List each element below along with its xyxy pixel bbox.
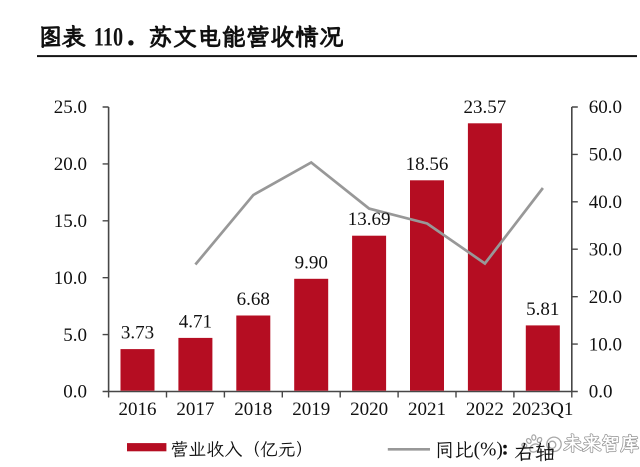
svg-text:20.0: 20.0 <box>54 154 87 175</box>
svg-text:6.68: 6.68 <box>237 289 270 310</box>
svg-text:110: 110 <box>94 23 123 52</box>
svg-text:9.90: 9.90 <box>295 252 328 273</box>
svg-text:2022: 2022 <box>466 399 504 420</box>
svg-text:20.0: 20.0 <box>589 287 622 308</box>
svg-text:2019: 2019 <box>292 399 330 420</box>
svg-text:2021: 2021 <box>408 399 446 420</box>
svg-text:10.0: 10.0 <box>589 334 622 355</box>
svg-text:2018: 2018 <box>234 399 272 420</box>
svg-text:5.81: 5.81 <box>526 299 559 320</box>
svg-text:13.69: 13.69 <box>348 209 391 230</box>
svg-text:23.57: 23.57 <box>464 97 507 118</box>
svg-text:15.0: 15.0 <box>54 211 87 232</box>
svg-text:5.0: 5.0 <box>63 325 87 346</box>
svg-text:2016: 2016 <box>119 399 157 420</box>
svg-text:40.0: 40.0 <box>589 192 622 213</box>
svg-text:2020: 2020 <box>350 399 388 420</box>
svg-text:0.0: 0.0 <box>63 382 87 403</box>
svg-text:(%): (%) <box>474 440 503 461</box>
svg-text:10.0: 10.0 <box>54 268 87 289</box>
svg-text:3.73: 3.73 <box>121 323 154 344</box>
svg-text:18.56: 18.56 <box>406 154 449 175</box>
svg-text:30.0: 30.0 <box>589 239 622 260</box>
svg-text:4.71: 4.71 <box>179 311 212 332</box>
svg-text:60.0: 60.0 <box>589 97 622 118</box>
svg-text:2017: 2017 <box>176 399 214 420</box>
svg-text:25.0: 25.0 <box>54 97 87 118</box>
svg-text:50.0: 50.0 <box>589 145 622 166</box>
svg-text:0.0: 0.0 <box>589 382 613 403</box>
svg-text:2023Q1: 2023Q1 <box>512 399 573 420</box>
